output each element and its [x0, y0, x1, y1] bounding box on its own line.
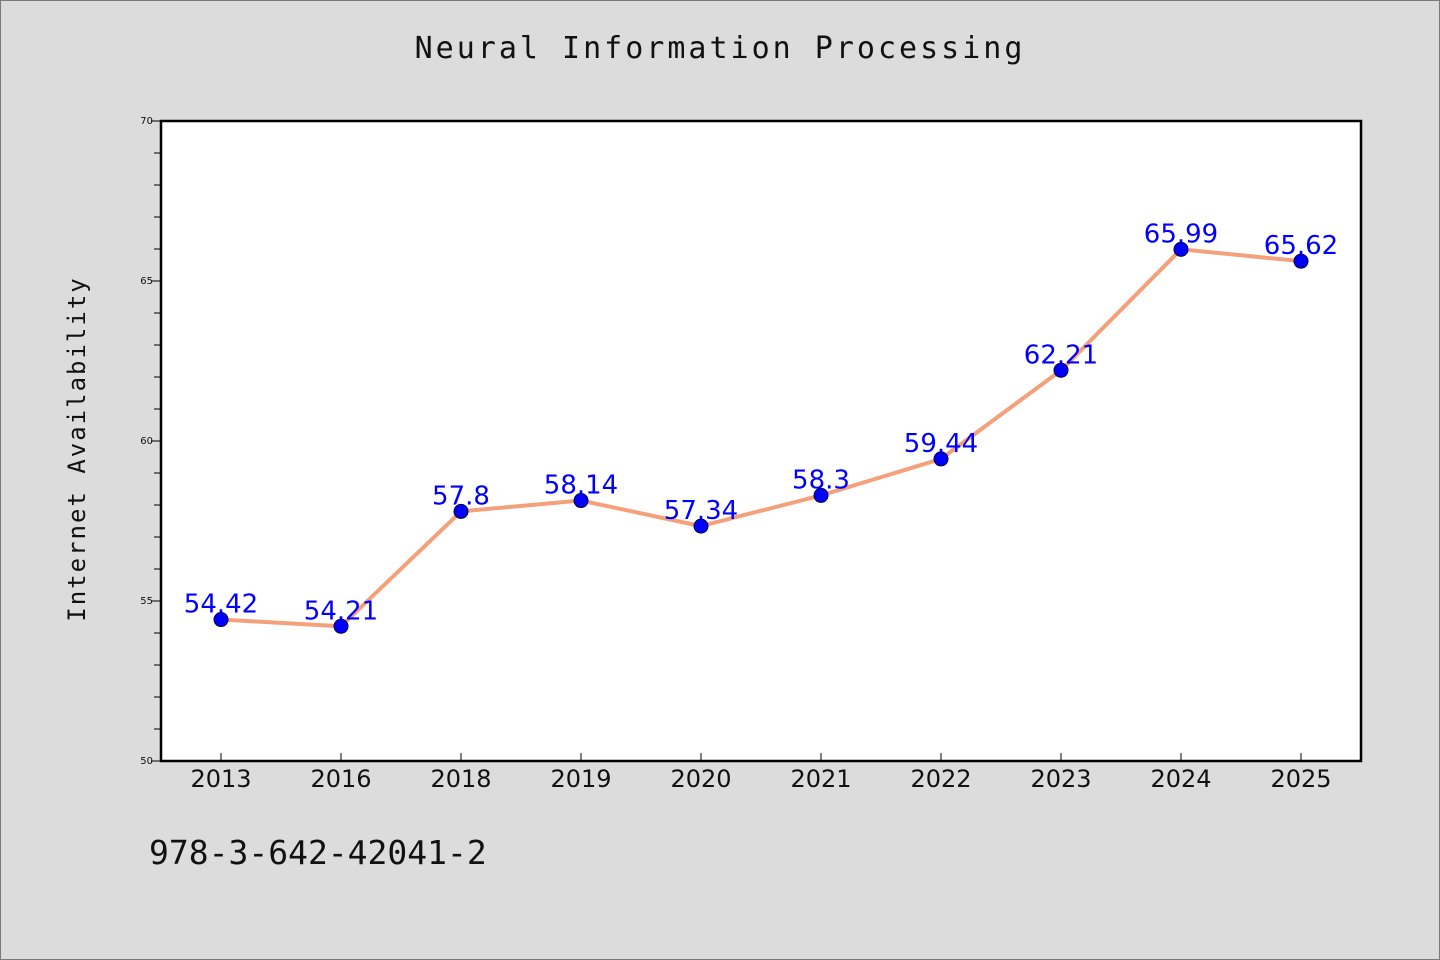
x-tick-label: 2013	[190, 765, 251, 793]
x-tick-label: 2021	[790, 765, 851, 793]
x-tick-label: 2023	[1030, 765, 1091, 793]
series-line	[219, 247, 1303, 629]
y-tick-label: 50	[140, 756, 153, 767]
y-tick-label: 55	[140, 596, 153, 607]
data-label: 65.99	[1144, 219, 1218, 249]
data-point	[933, 451, 949, 467]
data-point	[573, 493, 589, 509]
x-tick-label: 2024	[1150, 765, 1211, 793]
x-tick-label: 2019	[550, 765, 611, 793]
x-tick-label: 2025	[1270, 765, 1331, 793]
data-label: 54.21	[304, 596, 378, 626]
data-label: 58.3	[792, 465, 850, 495]
x-tick-label: 2020	[670, 765, 731, 793]
data-label: 58.14	[544, 471, 618, 501]
y-tick-label: 65	[140, 276, 153, 287]
x-tick-label: 2018	[430, 765, 491, 793]
data-point	[1173, 241, 1189, 257]
data-label: 59.44	[904, 429, 978, 459]
y-axis-label: Internet Availability	[63, 276, 91, 621]
data-label: 65.62	[1264, 231, 1338, 261]
plot-area	[159, 119, 1363, 763]
x-tick-label: 2022	[910, 765, 971, 793]
data-point	[813, 487, 829, 503]
x-axis: 2013 2016 2018 2019 2020 2021 2022 2023 2024 2025	[190, 753, 1332, 793]
data-point	[1293, 253, 1309, 269]
data-label: 62.21	[1024, 340, 1098, 370]
y-tick-label: 60	[140, 436, 153, 447]
data-point	[693, 518, 709, 534]
data-point	[453, 503, 469, 519]
data-series: 54.42 54.21 57.8 58.14 57.34 58.3 59.44 62.21 65…	[184, 219, 1338, 634]
chart-title: Neural Information Processing	[414, 31, 1026, 66]
footer-isbn: 978-3-642-42041-2	[149, 833, 487, 872]
data-label: 57.8	[432, 481, 490, 511]
data-label: 57.34	[664, 496, 738, 526]
y-tick-label: 70	[140, 116, 153, 127]
data-point	[333, 618, 349, 634]
y-axis: 50 55 60 65 70	[140, 116, 161, 767]
data-point	[1053, 362, 1069, 378]
data-point	[213, 612, 229, 628]
data-label: 54.42	[184, 590, 258, 620]
x-tick-label: 2016	[310, 765, 371, 793]
